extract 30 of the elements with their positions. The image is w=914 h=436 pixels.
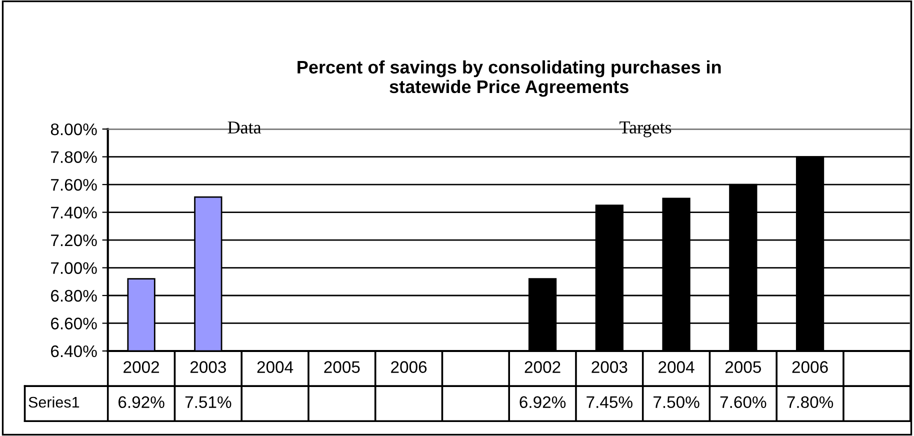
x-tick-label: 2002 [524,361,560,373]
annotation: Targets [620,122,672,138]
x-tick-label: 2004 [658,361,694,373]
data-label: 7.50% [654,396,700,408]
y-tick-label: 6.40% [51,345,97,358]
y-tick-label: 7.60% [51,178,97,191]
x-tick-label: 2005 [324,361,360,373]
x-tick-label: 2006 [391,361,427,373]
y-tick-label: 8.00% [50,123,97,136]
data-label: 6.92% [520,396,566,408]
legend-label: Series1 [28,396,80,408]
x-tick-label: 2002 [124,361,159,373]
x-tick-label: 2003 [592,361,628,373]
x-tick-label: 2003 [190,361,226,373]
data-label: 7.80% [787,396,834,408]
y-tick-label: 7.80% [51,151,97,163]
data-label: 7.51% [185,396,232,408]
data-label: 6.92% [118,396,164,408]
x-tick-label: 2005 [725,361,761,373]
y-tick-label: 7.40% [51,206,97,218]
y-tick-label: 6.80% [51,290,97,302]
x-tick-label: 2006 [792,361,828,373]
y-tick-label: 6.60% [51,318,97,330]
annotation: Data [228,122,262,134]
y-tick-label: 7.20% [51,234,97,246]
y-tick-label: 7.00% [51,262,97,274]
data-label: 7.60% [720,396,766,408]
data-label: 7.45% [586,396,632,408]
chart-title: Percent of savings by consolidating purchases in statewide Price Agreements [298,60,721,97]
x-tick-label: 2004 [257,361,294,373]
